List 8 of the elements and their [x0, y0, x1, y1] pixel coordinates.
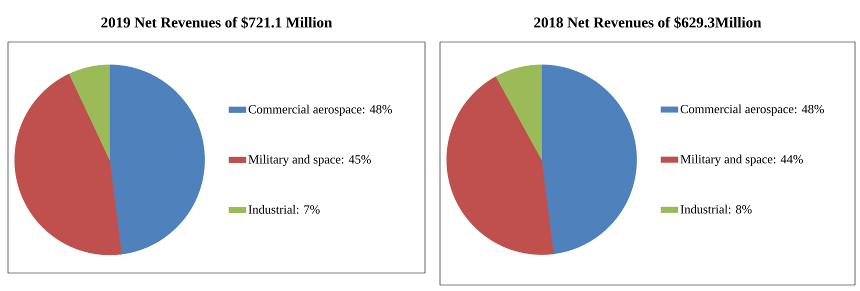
- legend-label: Industrial: 8%: [680, 204, 752, 214]
- legend-label: Military and space: 45%: [248, 154, 371, 166]
- legend-label: Commercial aerospace: 48%: [248, 104, 392, 116]
- chart-title: 2018 Net Revenues of $629.3Million: [534, 16, 762, 29]
- legend-label: Commercial aerospace: 48%: [680, 104, 824, 116]
- legend-label: Military and space: 44%: [680, 154, 803, 166]
- legend-label: Industrial: 7%: [248, 204, 320, 214]
- chart-title: 2019 Net Revenues of $721.1 Million: [101, 16, 332, 29]
